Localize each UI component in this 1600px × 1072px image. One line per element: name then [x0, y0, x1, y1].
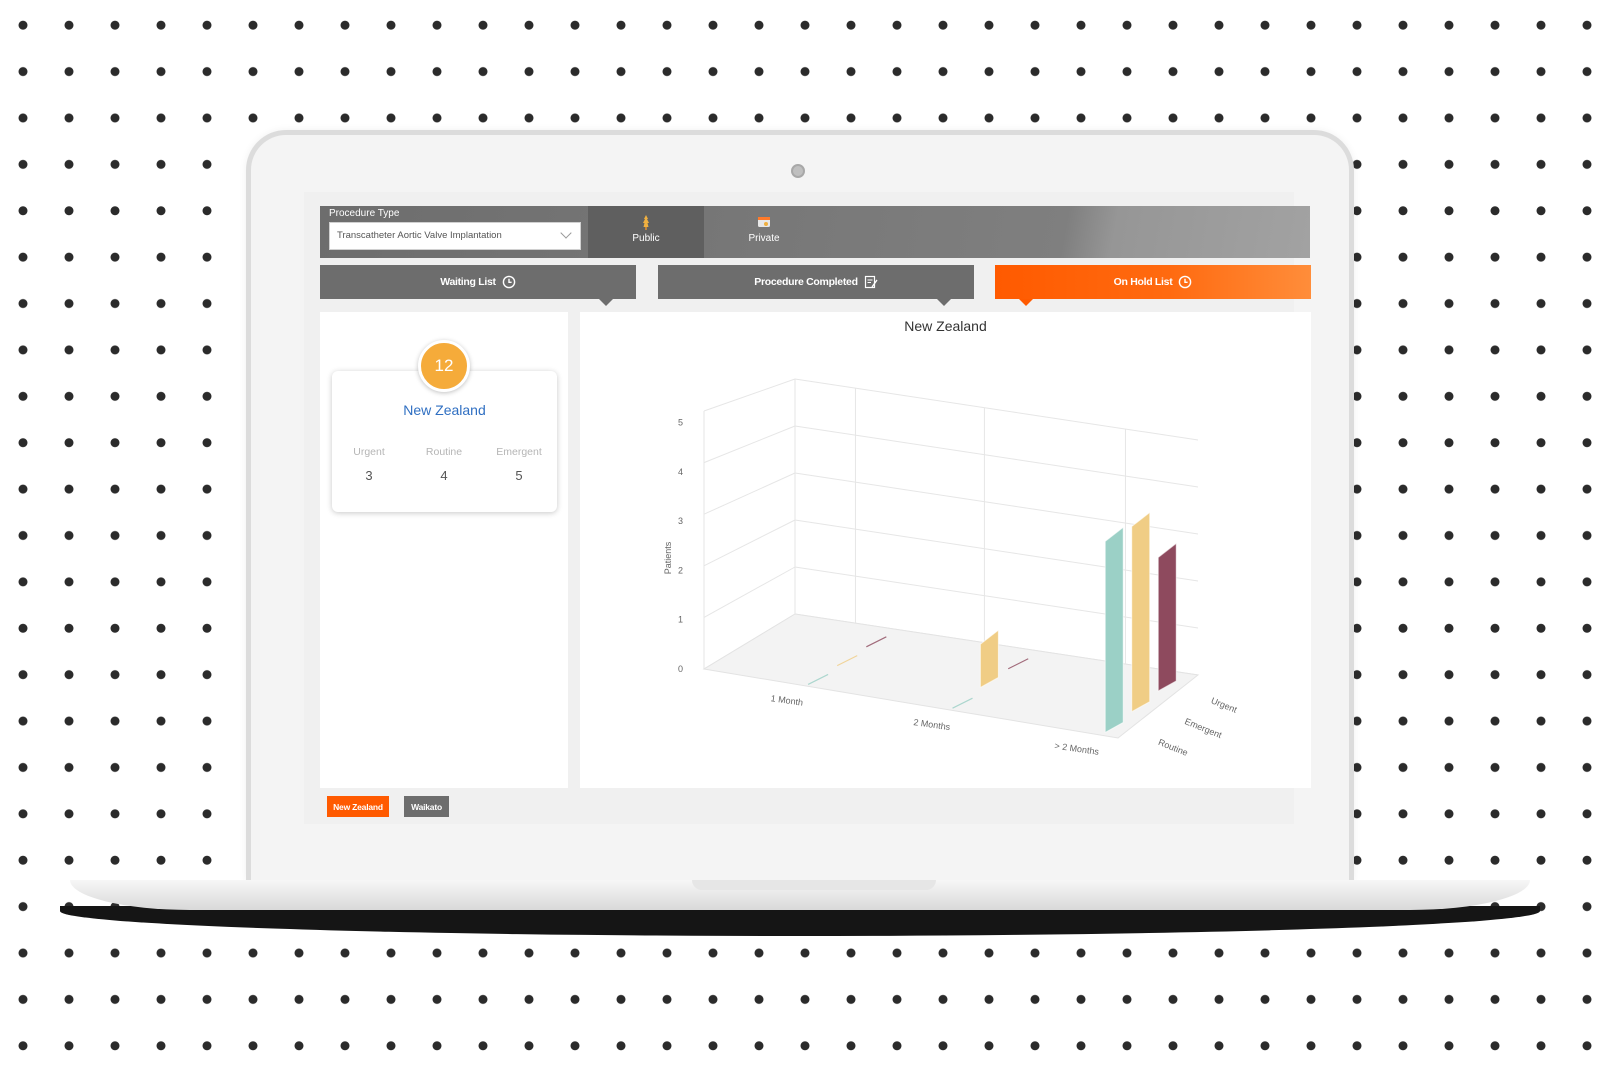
x-tick-label: 1 Month: [770, 693, 804, 707]
chart-bar: [979, 629, 999, 689]
clock-icon: [1179, 275, 1192, 289]
region-button-waikato[interactable]: Waikato: [404, 796, 449, 817]
chart-bar: [1007, 658, 1029, 670]
chart-bar: [1157, 542, 1177, 692]
tab-procedure-completed[interactable]: Procedure Completed: [658, 265, 974, 299]
x-tick-label: > 2 Months: [1054, 741, 1100, 757]
gridline: [794, 519, 1199, 582]
chart-3d-bars: 0 1 2 3 4 5 Patients 1 Month 2 Months > 2 Months U…: [663, 378, 1239, 758]
series-label: Emergent: [1183, 716, 1223, 740]
stat-emergent-value: 5: [515, 468, 523, 483]
gridline: [703, 566, 796, 618]
chart-bar: [952, 697, 973, 709]
stat-emergent: Emergent 5: [484, 446, 554, 483]
chart-title: New Zealand: [904, 318, 987, 334]
clock-icon: [502, 275, 516, 289]
tab-private-label: Private: [748, 233, 780, 244]
y-tick-label: 5: [678, 418, 683, 428]
gridline: [703, 425, 796, 464]
tab-waiting-list[interactable]: Waiting List: [320, 265, 636, 299]
chart-bar: [807, 673, 829, 685]
gridline: [703, 378, 796, 412]
edit-icon: [864, 275, 878, 289]
stat-urgent: Urgent 3: [334, 446, 404, 483]
gridline: [794, 378, 1199, 441]
tab-pointer: [937, 299, 951, 306]
gridline: [794, 472, 1199, 535]
tab-waiting-list-label: Waiting List: [440, 276, 496, 288]
stat-routine-label: Routine: [425, 446, 463, 458]
chart-bar: [866, 636, 887, 648]
stat-emergent-label: Emergent: [496, 446, 542, 458]
chart-bar: [836, 655, 858, 667]
y-tick-label: 3: [678, 516, 683, 526]
y-tick-label: 2: [678, 565, 683, 575]
y-axis-label: Patients: [663, 541, 673, 574]
y-tick-label: 1: [678, 615, 683, 625]
chart-bar: [1131, 511, 1151, 713]
tab-on-hold-list-label: On Hold List: [1113, 276, 1173, 288]
procedure-type-select[interactable]: Transcatheter Aortic Valve Implantation: [329, 222, 581, 250]
gridline: [794, 425, 1199, 488]
stat-routine-value: 4: [440, 468, 448, 483]
procedure-type-value: Transcatheter Aortic Valve Implantation: [337, 230, 502, 241]
gridline: [703, 472, 796, 515]
region-summary-card[interactable]: [332, 371, 557, 512]
card-region-name: New Zealand: [403, 402, 486, 418]
y-tick-label: 0: [678, 664, 683, 674]
stat-urgent-value: 3: [365, 468, 373, 483]
webcam: [791, 164, 805, 178]
chart-bar: [1104, 526, 1124, 734]
public-funding-icon: [643, 215, 649, 230]
tab-pointer: [1019, 299, 1033, 306]
tab-public[interactable]: Public: [588, 206, 704, 258]
tab-procedure-completed-label: Procedure Completed: [754, 276, 858, 288]
y-tick-label: 4: [678, 467, 683, 477]
procedure-type-label: Procedure Type: [329, 208, 400, 219]
stat-routine: Routine 4: [409, 446, 479, 483]
series-label: Urgent: [1210, 695, 1239, 715]
chart-floor: [702, 613, 1200, 739]
region-button-new-zealand[interactable]: New Zealand: [327, 796, 389, 817]
laptop-notch: [692, 880, 936, 890]
tab-public-label: Public: [632, 233, 660, 244]
x-tick-label: 2 Months: [913, 717, 952, 732]
series-label: Routine: [1157, 737, 1190, 758]
stat-urgent-label: Urgent: [353, 446, 385, 458]
tab-on-hold-list[interactable]: On Hold List: [995, 265, 1311, 299]
private-funding-icon: [758, 217, 770, 227]
tab-private[interactable]: Private: [706, 206, 822, 258]
tab-pointer: [599, 299, 613, 306]
total-count-badge: 12: [418, 340, 470, 392]
chevron-down-icon: [560, 227, 572, 239]
gridline: [794, 566, 1199, 629]
gridline: [703, 519, 796, 567]
